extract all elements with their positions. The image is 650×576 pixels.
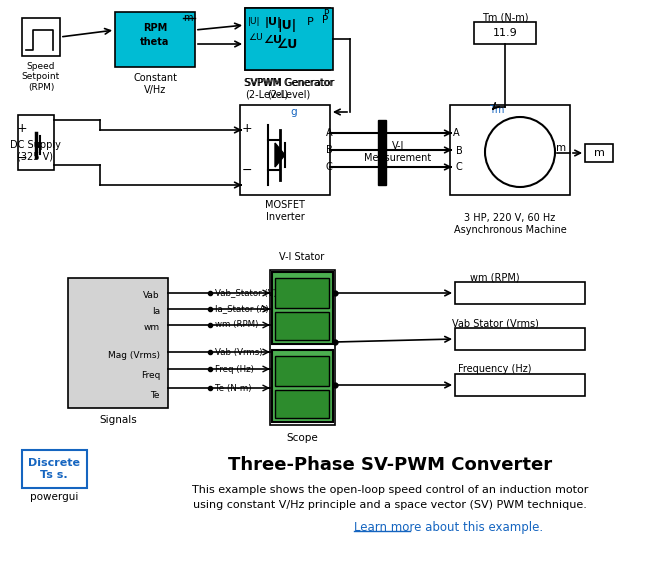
Text: Vab_Stator (V): Vab_Stator (V) (215, 289, 277, 297)
Text: Ia: Ia (152, 306, 160, 316)
Text: g: g (291, 107, 297, 117)
Text: +: + (17, 122, 27, 135)
Text: 3 HP, 220 V, 60 Hz
Asynchronous Machine: 3 HP, 220 V, 60 Hz Asynchronous Machine (454, 213, 566, 234)
Text: P: P (323, 9, 328, 18)
Text: C: C (326, 162, 333, 172)
FancyBboxPatch shape (245, 8, 330, 70)
FancyBboxPatch shape (22, 450, 87, 488)
Text: −: − (242, 164, 252, 176)
FancyBboxPatch shape (68, 278, 168, 408)
Text: B: B (456, 146, 463, 156)
Text: ∠U: ∠U (248, 33, 263, 43)
FancyBboxPatch shape (245, 8, 333, 70)
Text: Signals: Signals (99, 415, 137, 425)
FancyBboxPatch shape (270, 270, 335, 425)
Text: +: + (242, 122, 252, 135)
Text: Learn more about this example.: Learn more about this example. (354, 521, 543, 535)
Text: wm: wm (144, 323, 160, 332)
Text: Mag (Vrms): Mag (Vrms) (108, 351, 160, 359)
Text: Discrete
Ts s.: Discrete Ts s. (28, 458, 80, 480)
FancyBboxPatch shape (272, 350, 333, 422)
Text: m: m (183, 13, 193, 23)
Text: A: A (326, 128, 333, 138)
Text: Frequency (Hz): Frequency (Hz) (458, 364, 532, 374)
Text: |U|: |U| (278, 18, 296, 32)
Text: Freq (Hz): Freq (Hz) (215, 365, 254, 373)
Text: |U|: |U| (265, 17, 282, 28)
Text: Vab: Vab (144, 290, 160, 300)
FancyBboxPatch shape (474, 22, 536, 44)
FancyBboxPatch shape (585, 144, 613, 162)
FancyBboxPatch shape (378, 120, 386, 185)
Text: Constant
V/Hz: Constant V/Hz (133, 73, 177, 94)
FancyBboxPatch shape (275, 278, 329, 308)
Text: Vab (Vrms): Vab (Vrms) (215, 347, 263, 357)
Text: using constant V/Hz principle and a space vector (SV) PWM technique.: using constant V/Hz principle and a spac… (193, 500, 587, 510)
FancyBboxPatch shape (455, 282, 585, 304)
Text: V-I Stator: V-I Stator (280, 252, 324, 262)
Text: Tm: Tm (489, 105, 504, 115)
Text: −: − (17, 151, 27, 165)
Text: Te: Te (151, 391, 160, 400)
FancyBboxPatch shape (115, 12, 195, 67)
FancyBboxPatch shape (275, 390, 329, 418)
Text: |U|: |U| (248, 17, 261, 26)
Text: V-I
Measurement: V-I Measurement (365, 141, 432, 163)
Text: B: B (326, 145, 333, 155)
Text: wm (RPM): wm (RPM) (470, 272, 520, 282)
Text: m: m (593, 148, 604, 158)
FancyBboxPatch shape (275, 312, 329, 340)
Text: DC Supply
(325 V): DC Supply (325 V) (10, 140, 60, 162)
Text: Ia_Stator (A): Ia_Stator (A) (215, 305, 268, 313)
Text: 11.9: 11.9 (493, 28, 517, 38)
FancyBboxPatch shape (240, 105, 330, 195)
Text: RPM: RPM (143, 23, 167, 33)
Text: Tm (N-m): Tm (N-m) (482, 13, 528, 23)
Text: This example shows the open-loop speed control of an induction motor: This example shows the open-loop speed c… (192, 485, 588, 495)
Text: MOSFET
Inverter: MOSFET Inverter (265, 200, 305, 222)
Text: Vab Stator (Vrms): Vab Stator (Vrms) (452, 318, 538, 328)
Text: ∠U: ∠U (263, 35, 282, 45)
Text: P: P (322, 15, 328, 25)
Text: A: A (452, 128, 460, 138)
FancyBboxPatch shape (275, 356, 329, 386)
FancyBboxPatch shape (455, 374, 585, 396)
Text: Freq: Freq (140, 370, 160, 380)
Text: P: P (307, 17, 313, 27)
Polygon shape (275, 143, 285, 167)
Text: Speed
Setpoint
(RPM): Speed Setpoint (RPM) (22, 62, 60, 92)
FancyBboxPatch shape (18, 115, 54, 170)
Text: Scope: Scope (286, 433, 318, 443)
Text: Three-Phase SV-PWM Converter: Three-Phase SV-PWM Converter (228, 456, 552, 474)
Text: powergui: powergui (30, 492, 78, 502)
FancyBboxPatch shape (22, 18, 60, 56)
Text: SVPWM Generator
(2-Level): SVPWM Generator (2-Level) (245, 78, 335, 100)
Text: wm (RPM): wm (RPM) (215, 320, 259, 329)
Text: SVPWM Generator
(2-Level): SVPWM Generator (2-Level) (244, 78, 333, 100)
Text: ∠U: ∠U (276, 39, 298, 51)
Text: m: m (556, 143, 566, 153)
FancyBboxPatch shape (272, 272, 333, 344)
FancyBboxPatch shape (455, 328, 585, 350)
Text: C: C (456, 162, 463, 172)
FancyBboxPatch shape (450, 105, 570, 195)
Text: Te (N-m): Te (N-m) (215, 384, 252, 392)
Text: theta: theta (140, 37, 170, 47)
